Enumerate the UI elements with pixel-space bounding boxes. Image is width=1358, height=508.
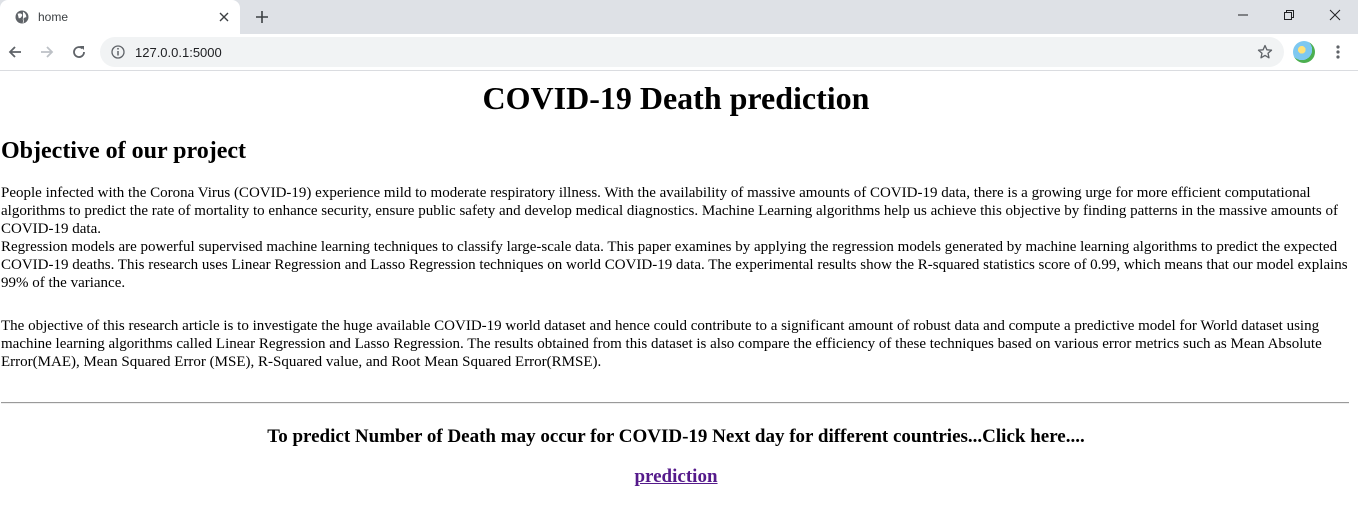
restore-button[interactable] — [1266, 0, 1312, 30]
restore-icon — [1284, 10, 1294, 20]
browser-toolbar: 127.0.0.1:5000 — [0, 34, 1358, 71]
browser-tab-strip: home — [0, 0, 1358, 34]
page-title: COVID-19 Death prediction — [482, 80, 870, 116]
star-icon[interactable] — [1256, 43, 1274, 61]
tab-title: home — [38, 10, 69, 24]
close-icon[interactable] — [214, 7, 234, 27]
paragraph-text: Regression models are powerful supervise… — [1, 239, 1348, 291]
minimize-icon — [1238, 14, 1248, 16]
plus-icon — [256, 11, 268, 23]
arrow-right-icon — [41, 46, 54, 58]
browser-tab[interactable]: home — [0, 0, 240, 34]
kebab-menu-icon — [1336, 45, 1340, 59]
address-bar[interactable]: 127.0.0.1:5000 — [100, 37, 1284, 67]
divider — [1, 402, 1349, 404]
cta-heading: To predict Number of Death may occur for… — [267, 426, 1085, 447]
back-button[interactable] — [5, 42, 25, 62]
objective-paragraph-2: The objective of this research article i… — [1, 318, 1322, 370]
arrow-left-icon — [8, 46, 21, 58]
browser-menu-button[interactable] — [1328, 42, 1348, 62]
paragraph-text: People infected with the Corona Virus (C… — [1, 185, 1338, 237]
url-text[interactable]: 127.0.0.1:5000 — [135, 44, 222, 60]
forward-button[interactable] — [37, 42, 57, 62]
section-heading: Objective of our project — [1, 138, 247, 164]
reload-button[interactable] — [69, 42, 89, 62]
info-icon[interactable] — [110, 44, 126, 60]
close-window-button[interactable] — [1312, 0, 1358, 30]
globe-icon — [14, 9, 30, 25]
prediction-link-container: prediction — [0, 466, 1352, 488]
reload-icon — [73, 46, 85, 58]
profile-avatar[interactable] — [1293, 41, 1315, 63]
prediction-link[interactable]: prediction — [634, 466, 718, 487]
close-icon — [1329, 9, 1341, 21]
window-controls — [1220, 0, 1358, 34]
new-tab-button[interactable] — [252, 7, 272, 27]
minimize-button[interactable] — [1220, 0, 1266, 30]
objective-paragraph-1: People infected with the Corona Virus (C… — [1, 184, 1351, 292]
